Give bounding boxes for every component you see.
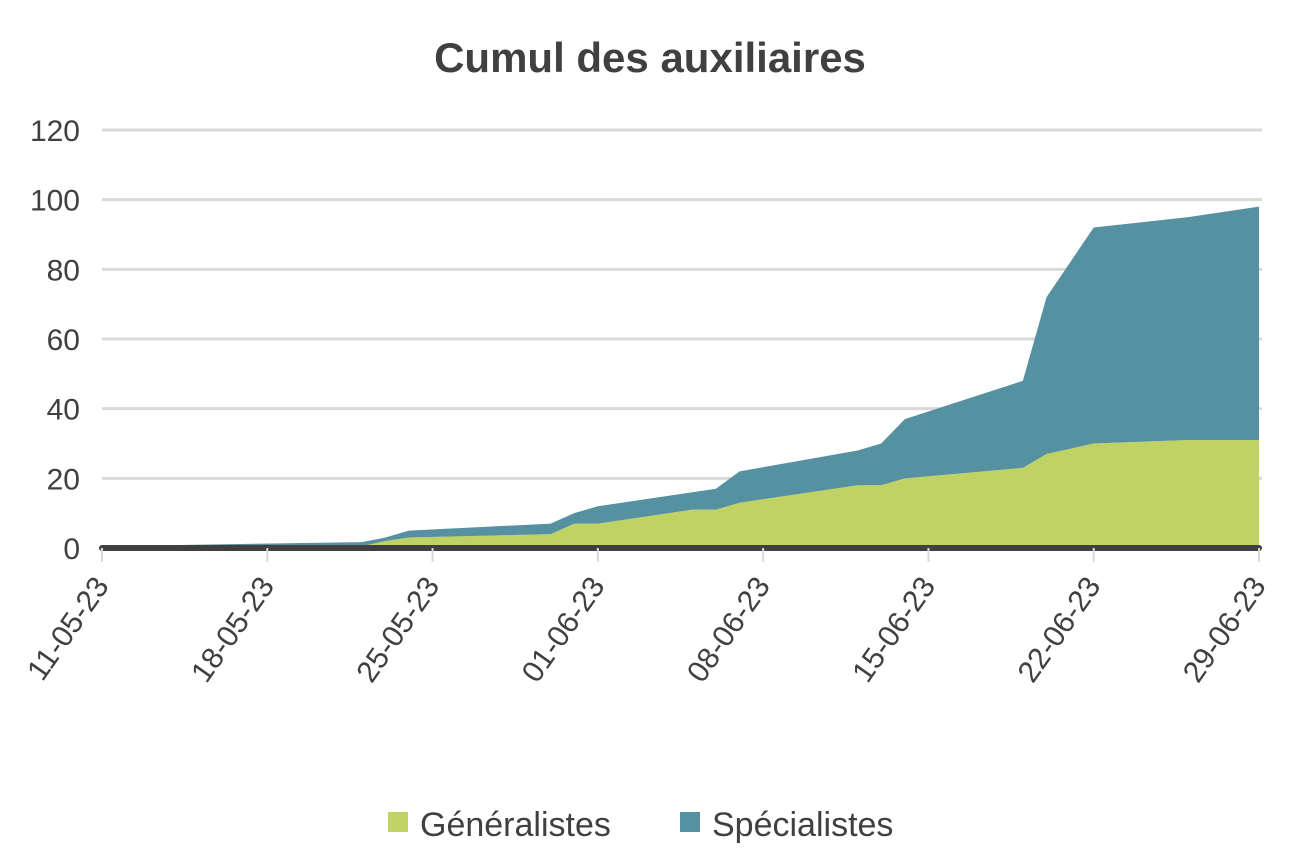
y-tick-label: 100 [30, 185, 80, 218]
legend-swatch [388, 812, 408, 832]
legend-swatch [680, 812, 700, 832]
y-tick-label: 120 [30, 115, 80, 148]
area-series [102, 206, 1259, 548]
legend: Généralistes Spécialistes [388, 806, 893, 844]
area-specialistes [102, 206, 1259, 548]
y-tick-label: 60 [47, 324, 80, 357]
y-tick-label: 20 [47, 463, 80, 496]
legend-label: Spécialistes [712, 806, 893, 844]
x-tick-label: 08-06-23 [681, 571, 777, 688]
x-tick-label: 22-06-23 [1012, 571, 1108, 688]
x-tick-label: 15-06-23 [846, 571, 942, 688]
x-tick-label: 25-05-23 [350, 571, 446, 688]
x-tick-label: 18-05-23 [185, 571, 281, 688]
x-tick-label: 01-06-23 [516, 571, 612, 688]
legend-label: Généralistes [420, 806, 611, 844]
area-generalistes [102, 440, 1259, 548]
x-tick-label: 29-06-23 [1177, 571, 1273, 688]
x-tick-label: 11-05-23 [21, 571, 116, 686]
y-tick-label: 40 [47, 394, 80, 427]
chart-title: Cumul des auxiliaires [434, 34, 866, 81]
y-tick-label: 0 [63, 533, 80, 566]
y-tick-label: 80 [47, 254, 80, 287]
